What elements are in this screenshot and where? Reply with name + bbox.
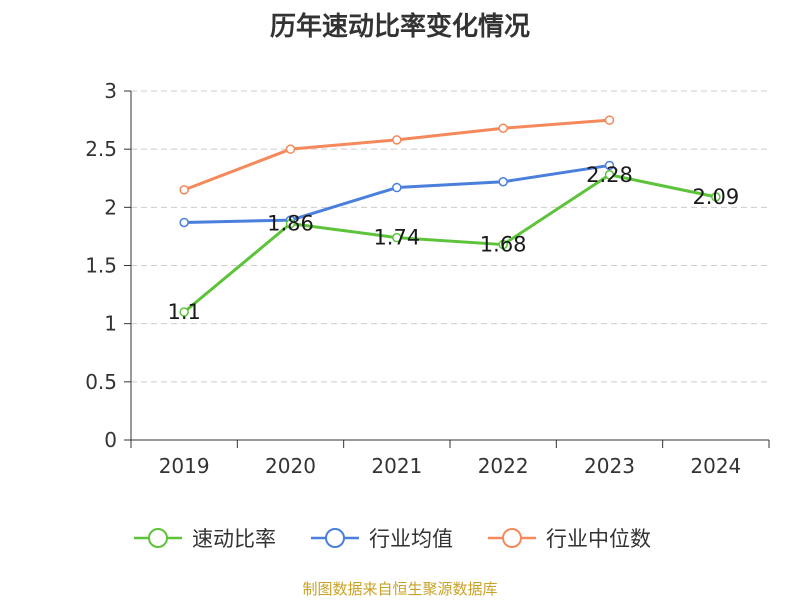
legend-item-2[interactable]: 行业中位数 [488, 527, 651, 551]
data-point [604, 170, 615, 180]
data-label: 1.74 [373, 226, 420, 250]
legend-label: 速动比率 [192, 527, 276, 551]
legend-item-1[interactable]: 行业均值 [311, 527, 453, 551]
chart-title: 历年速动比率变化情况 [269, 12, 530, 42]
legend-swatch-marker [502, 528, 522, 548]
data-point [179, 217, 189, 228]
data-point [392, 135, 402, 145]
legend-label: 行业中位数 [546, 527, 651, 551]
x-tick-label: 2019 [159, 454, 210, 478]
data-point [392, 232, 402, 243]
x-tick-label: 2020 [265, 454, 316, 478]
data-point [498, 123, 508, 133]
data-labels: 1.1 1.86 1.74 1.68 2.28 2.09 [167, 163, 739, 324]
data-point [179, 185, 189, 195]
legend-swatch-marker [325, 528, 345, 548]
data-point [711, 192, 721, 202]
x-tick-label: 2024 [690, 454, 741, 478]
source-note: 制图数据来自恒生聚源数据库 [302, 580, 498, 598]
data-label: 1.1 [167, 300, 200, 324]
legend-swatch-marker [148, 528, 168, 548]
y-tick-label: 0.5 [85, 370, 117, 394]
y-tick-label: 0 [104, 428, 117, 452]
data-label: 2.09 [692, 185, 739, 209]
data-label: 2.28 [586, 163, 633, 187]
data-point [604, 160, 615, 171]
data-label: 1.68 [480, 233, 527, 257]
data-point [179, 307, 189, 317]
x-tick-label: 2021 [371, 454, 422, 478]
y-tick-label: 1 [104, 312, 117, 336]
legend-item-0[interactable]: 速动比率 [134, 527, 276, 551]
legend: 速动比率 行业均值 行业中位数 [134, 527, 651, 551]
y-tick-label: 3 [104, 79, 117, 103]
data-point [604, 115, 615, 125]
x-tick-label: 2023 [584, 454, 635, 478]
data-label: 1.86 [267, 212, 314, 236]
axes: 0 0.5 1 1.5 2 2.5 3 2019 2020 2021 2022 2023 2024 [85, 79, 770, 478]
data-point [498, 239, 508, 250]
legend-label: 行业均值 [369, 527, 453, 551]
y-tick-label: 2 [104, 195, 117, 219]
series-lines [179, 115, 721, 317]
series-line-2 [183, 118, 610, 192]
data-point [498, 176, 508, 187]
y-tick-label: 1.5 [85, 254, 117, 278]
y-tick-label: 2.5 [85, 137, 117, 161]
data-point [285, 218, 296, 229]
series-line-0 [183, 173, 717, 314]
x-tick-label: 2022 [478, 454, 529, 478]
grid-lines [131, 90, 769, 383]
data-point [392, 182, 402, 193]
series-line-1 [184, 163, 610, 224]
data-point [285, 144, 296, 154]
